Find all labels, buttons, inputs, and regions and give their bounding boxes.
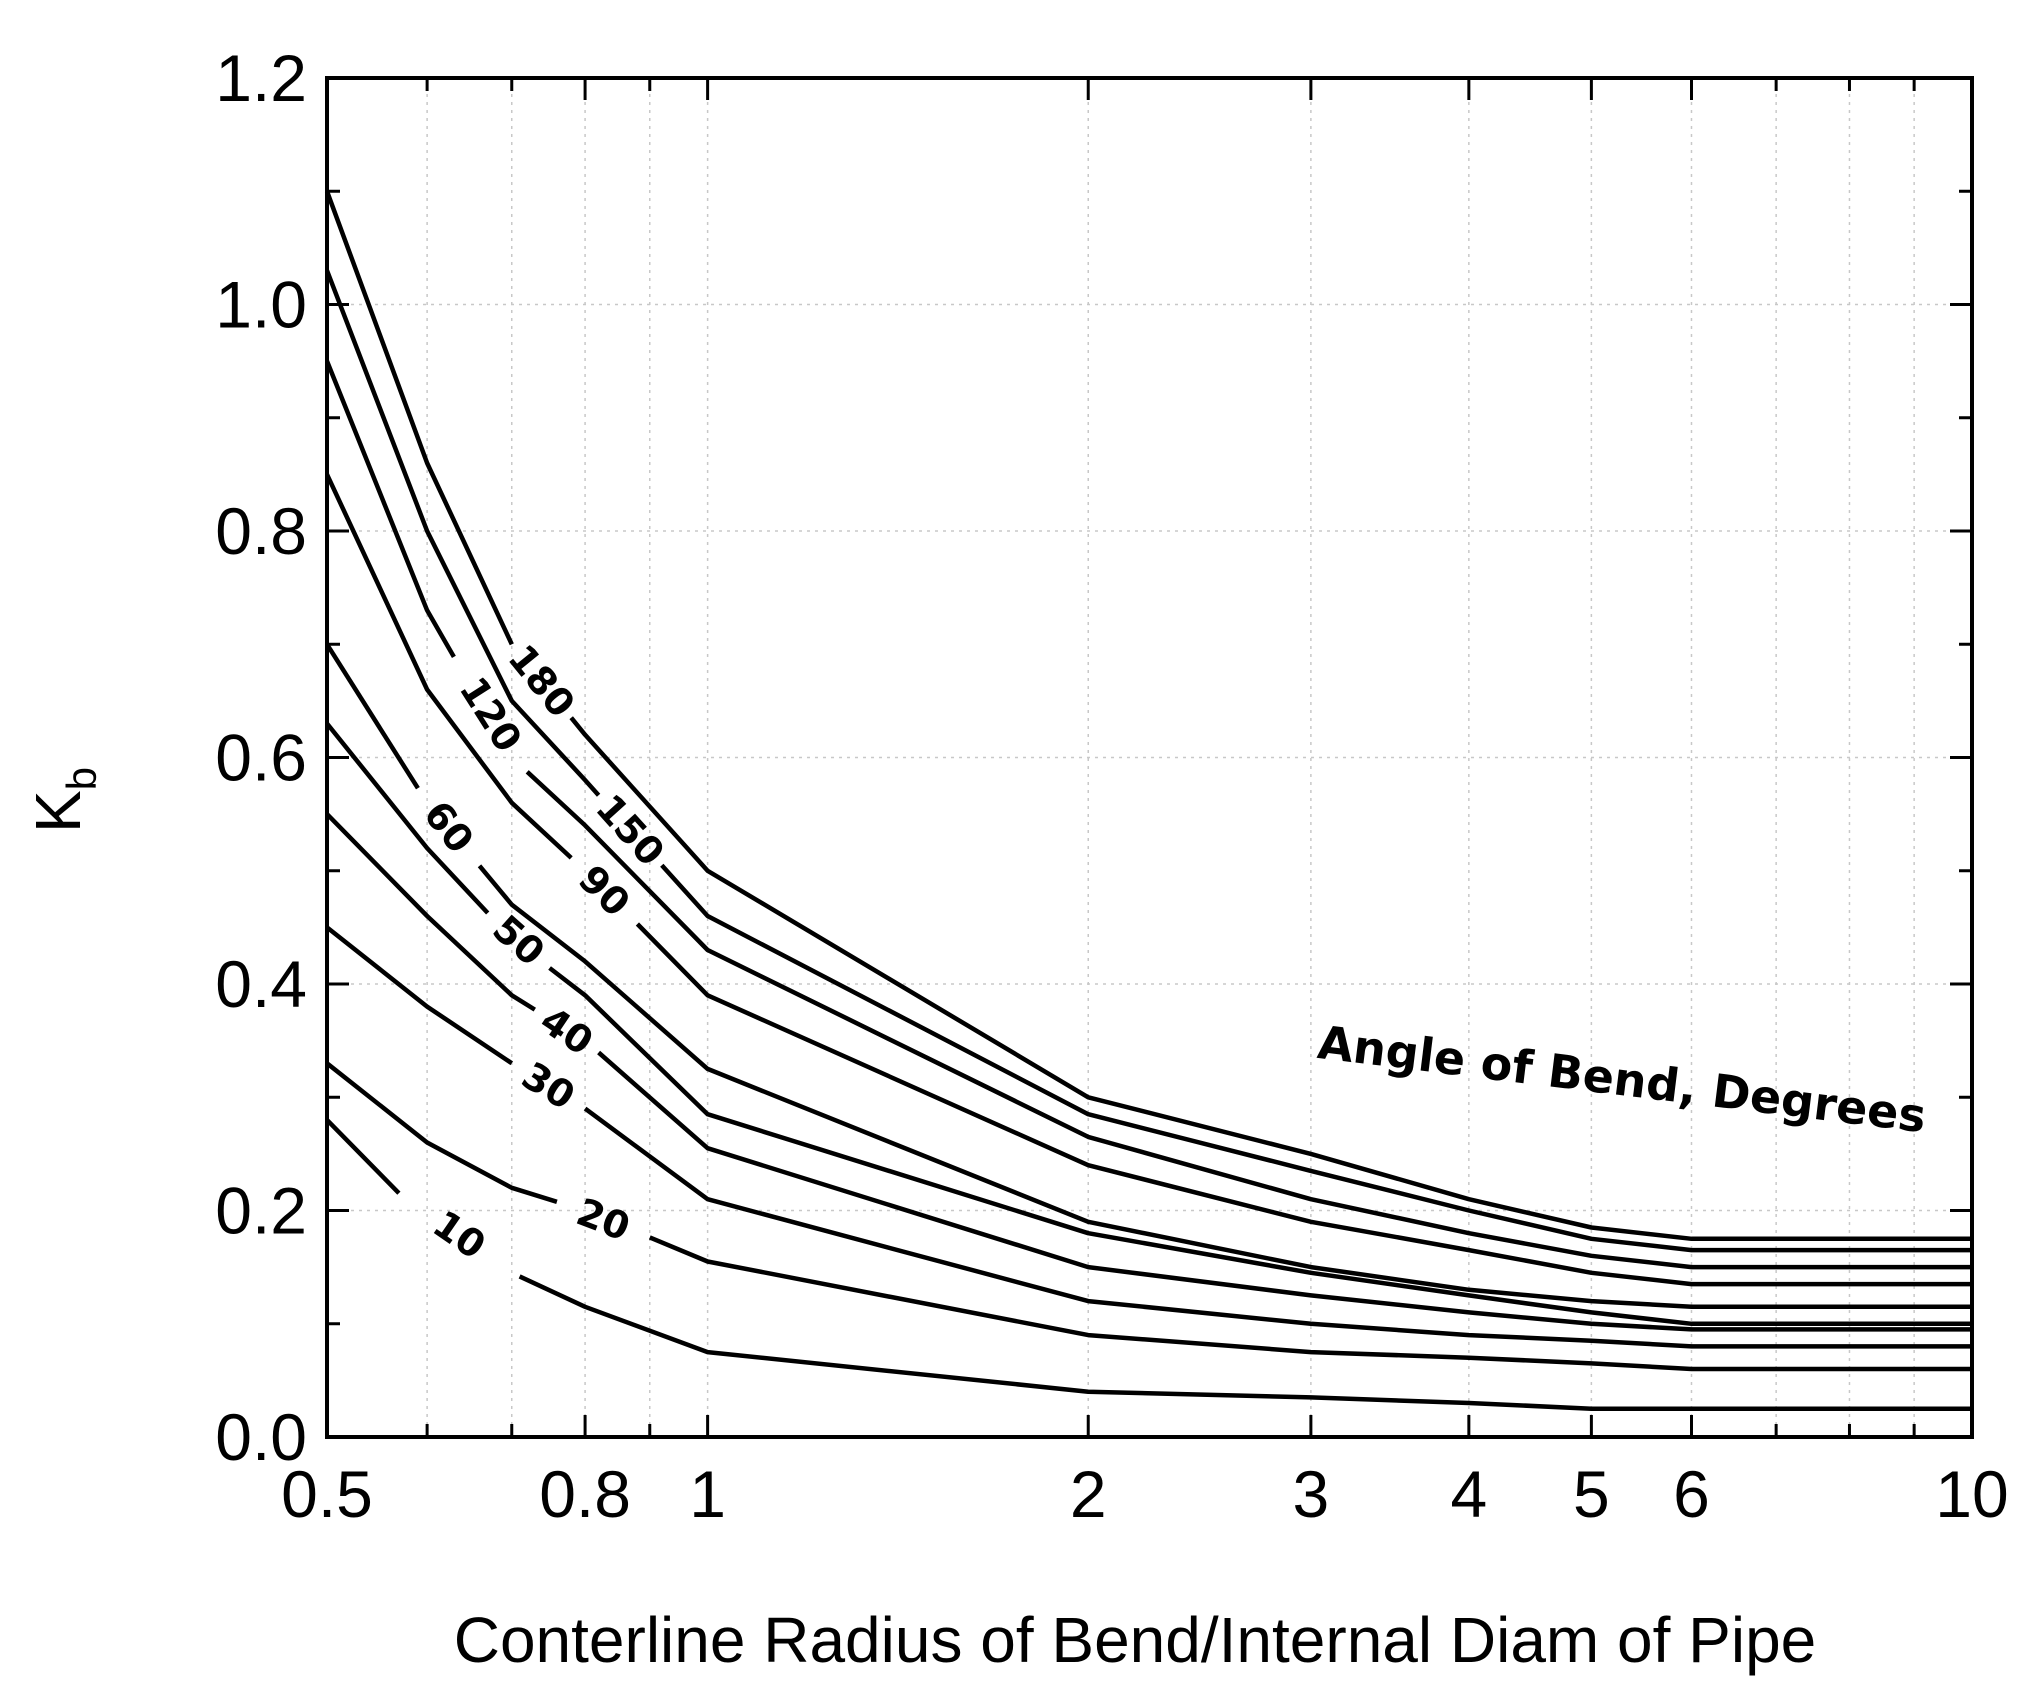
series-line-50 [325, 722, 490, 915]
series-label-60: 60 [415, 793, 482, 862]
x-tick-labels: 0.5 0.8 1 2 3 4 5 6 10 [281, 1457, 2009, 1531]
series-line-10 [325, 1118, 401, 1195]
series-line-10 [518, 1274, 1972, 1411]
y-tick-label: 0.2 [215, 1174, 307, 1248]
series-line-50 [548, 966, 1972, 1327]
series-line-40 [325, 812, 536, 1012]
y-tick-label: 0.8 [215, 494, 307, 568]
series-line-60 [325, 643, 420, 790]
y-tick-label: 0.4 [215, 947, 307, 1021]
y-tick-label: 1.0 [215, 268, 307, 342]
plot-series [324, 190, 1972, 1411]
series-line-120 [525, 770, 1972, 1270]
x-tick-label: 0.5 [281, 1457, 373, 1531]
y-tick-labels: 0.0 0.2 0.4 0.6 0.8 1.0 1.2 [215, 41, 307, 1474]
series-label-20: 20 [571, 1190, 636, 1250]
series-label-30: 30 [514, 1053, 582, 1118]
x-tick-label: 3 [1293, 1457, 1330, 1531]
x-tick-label: 2 [1070, 1457, 1107, 1531]
series-line-20 [648, 1235, 1972, 1372]
y-tick-label: 0.0 [215, 1400, 307, 1474]
series-line-40 [597, 1050, 1972, 1332]
series-line-150 [660, 863, 1972, 1253]
x-tick-label: 5 [1573, 1457, 1610, 1531]
y-axis-label: Kb [22, 767, 105, 833]
series-line-20 [325, 1061, 558, 1204]
series-line-150 [324, 269, 601, 797]
x-tick-label: 0.8 [539, 1457, 631, 1531]
series-label-10: 10 [425, 1202, 494, 1268]
y-axis-label-subscript: b [58, 767, 105, 790]
series-line-90 [324, 473, 573, 860]
angle-annotation: Angle of Bend, Degrees [1315, 1015, 1929, 1143]
series-line-90 [635, 922, 1972, 1287]
series-label-50: 50 [484, 906, 553, 974]
y-tick-label: 0.6 [215, 721, 307, 795]
y-axis-label-group: Kb [22, 767, 105, 833]
x-tick-label: 10 [1935, 1457, 2008, 1531]
series-line-60 [477, 864, 1972, 1310]
axis-ticks [325, 76, 1974, 1439]
y-axis-label-main: K [22, 790, 94, 833]
x-tick-label: 6 [1673, 1457, 1710, 1531]
x-tick-label: 4 [1450, 1457, 1487, 1531]
y-tick-label: 1.2 [215, 41, 307, 115]
x-axis-label: Conterline Radius of Bend/Internal Diam … [454, 1604, 1817, 1676]
series-label-40: 40 [532, 998, 600, 1064]
series-line-120 [324, 360, 456, 659]
grid-lines [327, 78, 1972, 1437]
x-tick-label: 1 [689, 1457, 726, 1531]
series-line-30 [325, 925, 514, 1066]
series-line-180 [569, 716, 1972, 1242]
series-line-30 [583, 1106, 1972, 1349]
series-line-180 [324, 190, 514, 646]
